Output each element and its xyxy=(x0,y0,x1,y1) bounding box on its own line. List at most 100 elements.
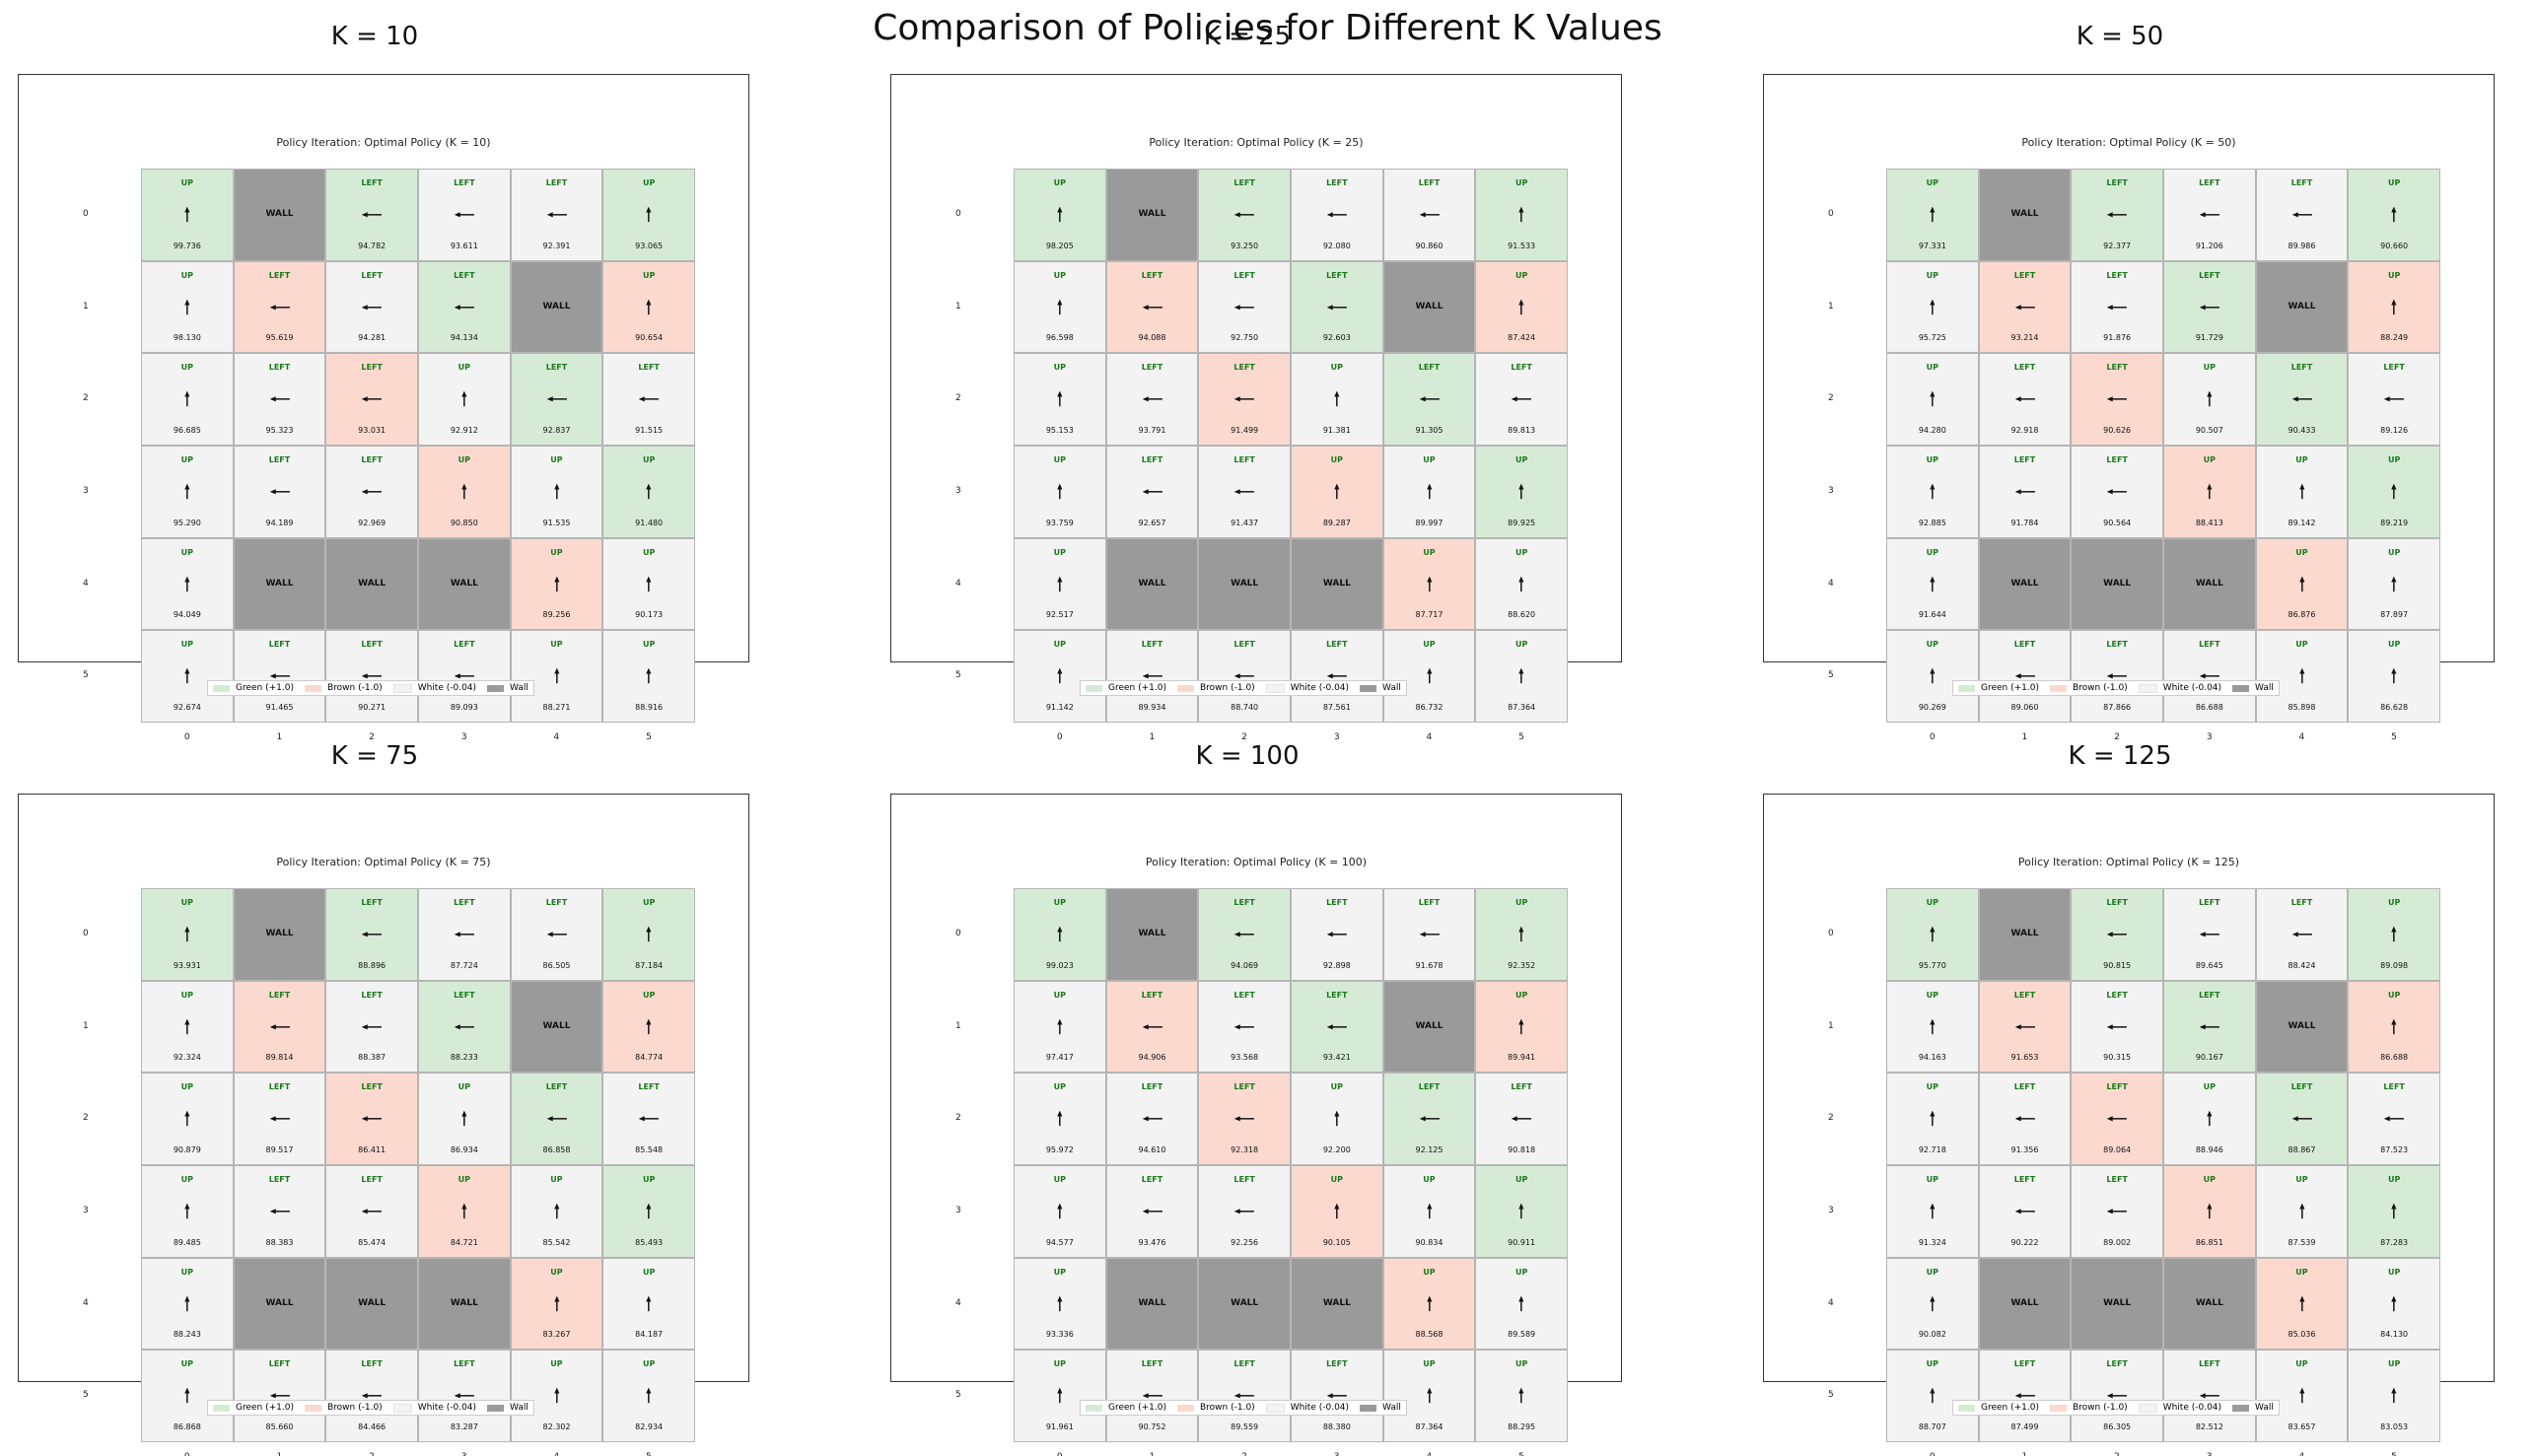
plot-frame: Policy Iteration: Optimal Policy (K = 50… xyxy=(1763,74,2495,742)
legend-item: Wall xyxy=(1360,683,1401,693)
wall-cell: WALL xyxy=(2255,980,2349,1074)
action-label: LEFT xyxy=(1233,898,1255,907)
legend-label: Green (+1.0) xyxy=(236,1403,294,1413)
action-label: LEFT xyxy=(2290,898,2313,907)
action-label: UP xyxy=(2387,898,2401,907)
grid-cell: UP 85.493 xyxy=(602,1165,695,1258)
arrow-up-icon xyxy=(2298,1203,2305,1219)
action-label: UP xyxy=(180,178,193,187)
grid-cell: LEFT 85.660 xyxy=(233,1350,326,1442)
grid-cell: UP 88.243 xyxy=(141,1257,234,1351)
state-value: 92.718 xyxy=(1918,1144,1946,1154)
gridworld: UP 99.023 WALL LEFT 94.069 LEFT 92.898 LEFT 91.6… xyxy=(1014,888,1568,1442)
state-value: 91.961 xyxy=(1045,1421,1074,1431)
plot-frame: Policy Iteration: Optimal Policy (K = 25… xyxy=(890,74,1622,742)
wall-cell: WALL xyxy=(1198,1257,1291,1351)
grid-cell: UP 96.685 xyxy=(141,353,234,446)
wall-cell: WALL xyxy=(2163,537,2256,631)
arrow-left-icon xyxy=(2107,1393,2128,1399)
wall-cell: WALL xyxy=(1382,260,1476,354)
arrow-up-icon xyxy=(184,1018,190,1034)
action-label: UP xyxy=(1926,547,1938,557)
arrow-up-icon xyxy=(1057,299,1063,314)
y-tick-label: 5 xyxy=(955,670,961,681)
state-value: 91.437 xyxy=(1231,518,1259,527)
action-label: UP xyxy=(550,547,563,557)
arrow-up-icon xyxy=(646,576,652,591)
legend-item: White (-0.04) xyxy=(392,683,477,693)
state-value: 87.717 xyxy=(1415,610,1444,620)
arrow-up-icon xyxy=(1057,1203,1063,1219)
arrow-up-icon xyxy=(1518,1018,1524,1034)
grid-cell: LEFT 94.782 xyxy=(325,169,418,261)
legend-label: White (-0.04) xyxy=(417,683,477,693)
x-tick-label: 2 xyxy=(2114,732,2120,742)
legend: Green (+1.0) Brown (-1.0) White (-0.04) Wal… xyxy=(207,1400,534,1416)
arrow-up-icon xyxy=(184,1203,190,1219)
wall-cell: WALL xyxy=(1978,888,2072,981)
grid-cell: UP 83.657 xyxy=(2255,1350,2349,1442)
grid-cell: UP 87.539 xyxy=(2255,1165,2349,1258)
arrow-up-icon xyxy=(1518,1295,1524,1311)
action-label: LEFT xyxy=(1418,898,1441,907)
legend-swatch xyxy=(2138,683,2157,693)
action-label: UP xyxy=(1053,640,1066,650)
action-label: LEFT xyxy=(2106,363,2128,373)
grid-cell: LEFT 90.860 xyxy=(1382,169,1476,261)
state-value: 90.818 xyxy=(1508,1144,1536,1154)
grid-cell: LEFT 90.433 xyxy=(2255,353,2349,446)
x-tick-label: 0 xyxy=(1057,1452,1063,1456)
arrow-left-icon xyxy=(2199,673,2219,679)
grid-cell: UP 86.732 xyxy=(1382,630,1476,723)
wall-cell: WALL xyxy=(1105,888,1199,981)
arrow-up-icon xyxy=(2391,483,2397,500)
state-value: 93.031 xyxy=(358,425,387,435)
state-value: 84.774 xyxy=(635,1053,664,1063)
arrow-up-icon xyxy=(646,1387,652,1404)
wall-label: WALL xyxy=(265,929,294,938)
x-tick-label: 4 xyxy=(1427,1452,1433,1456)
grid-cell: LEFT 91.876 xyxy=(2071,260,2163,354)
state-value: 83.287 xyxy=(450,1421,478,1431)
arrow-left-icon xyxy=(1234,673,1255,679)
state-value: 96.598 xyxy=(1045,333,1074,343)
state-value: 89.986 xyxy=(2288,241,2316,250)
arrow-left-icon xyxy=(269,304,290,311)
state-value: 92.352 xyxy=(1508,960,1536,970)
arrow-up-icon xyxy=(2391,1387,2397,1404)
state-value: 86.934 xyxy=(450,1144,478,1154)
action-label: UP xyxy=(2203,455,2216,464)
state-value: 86.411 xyxy=(358,1144,387,1154)
y-tick-label: 1 xyxy=(1828,1020,1834,1031)
arrow-left-icon xyxy=(1419,1116,1440,1122)
arrow-left-icon xyxy=(362,396,383,402)
action-label: LEFT xyxy=(361,1082,383,1092)
y-tick-label: 2 xyxy=(83,1113,89,1124)
y-tick-label: 5 xyxy=(83,670,89,681)
grid-cell: UP 91.644 xyxy=(1886,537,1979,631)
state-value: 92.517 xyxy=(1045,610,1074,620)
state-value: 88.295 xyxy=(1508,1421,1536,1431)
state-value: 89.060 xyxy=(2010,702,2039,712)
action-label: UP xyxy=(458,363,470,373)
state-value: 84.187 xyxy=(635,1330,664,1340)
arrow-up-icon xyxy=(1057,206,1063,223)
state-value: 83.267 xyxy=(542,1330,571,1340)
action-label: LEFT xyxy=(361,270,383,280)
arrow-left-icon xyxy=(546,932,567,937)
wall-cell: WALL xyxy=(325,1257,418,1351)
grid-cell: LEFT 93.611 xyxy=(418,169,511,261)
action-label: UP xyxy=(180,990,193,1000)
grid-cell: LEFT 89.060 xyxy=(1978,630,2072,723)
arrow-left-icon xyxy=(1326,673,1347,679)
arrow-left-icon xyxy=(1326,1023,1347,1030)
grid-cell: UP 88.568 xyxy=(1382,1257,1476,1351)
legend-swatch xyxy=(1958,1404,1975,1412)
action-label: UP xyxy=(1926,1267,1938,1277)
x-tick-label: 2 xyxy=(1241,1452,1247,1456)
arrow-up-icon xyxy=(1930,1110,1936,1127)
action-label: UP xyxy=(458,1082,470,1092)
arrow-left-icon xyxy=(1142,489,1162,495)
grid-cell: LEFT 91.784 xyxy=(1978,446,2072,538)
grid-cell: UP 95.725 xyxy=(1886,260,1979,354)
